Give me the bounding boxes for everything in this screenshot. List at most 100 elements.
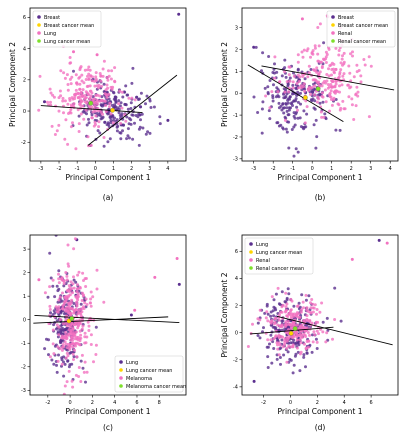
data-point xyxy=(108,105,111,109)
data-point xyxy=(271,94,275,98)
data-point xyxy=(56,359,60,363)
data-point xyxy=(123,102,127,106)
x-tick-label: -3 xyxy=(38,166,43,172)
data-point xyxy=(49,311,52,315)
data-point xyxy=(309,301,312,305)
data-point xyxy=(277,353,281,357)
data-point xyxy=(126,134,130,138)
data-point xyxy=(287,146,291,150)
data-point xyxy=(296,75,299,79)
data-point xyxy=(116,124,120,128)
y-tick-label: 0 xyxy=(235,330,238,336)
legend-marker xyxy=(249,258,253,262)
data-point xyxy=(282,106,286,110)
data-point xyxy=(270,295,274,299)
x-tick-label: 3 xyxy=(148,166,151,172)
data-point xyxy=(300,293,304,297)
y-tick-label: 1 xyxy=(235,69,238,75)
data-point xyxy=(71,121,74,125)
data-point xyxy=(75,355,79,359)
legend-marker xyxy=(249,266,253,270)
data-point xyxy=(79,65,83,69)
data-point xyxy=(284,102,288,105)
data-point xyxy=(269,333,273,337)
data-point xyxy=(67,284,71,288)
data-point xyxy=(51,93,55,97)
data-point xyxy=(284,305,288,309)
axes-frame xyxy=(29,7,187,162)
data-point xyxy=(311,333,314,337)
data-point xyxy=(288,311,292,314)
data-point xyxy=(289,345,293,349)
data-point xyxy=(79,100,83,104)
y-tick-label: 3 xyxy=(23,247,26,253)
data-point xyxy=(76,324,80,328)
data-point xyxy=(152,105,156,109)
data-point xyxy=(71,385,75,389)
data-point xyxy=(74,341,78,345)
data-point xyxy=(77,130,81,133)
data-point xyxy=(316,52,320,56)
data-point xyxy=(271,71,275,74)
data-point xyxy=(63,340,67,344)
data-point xyxy=(289,308,293,312)
data-point xyxy=(305,112,309,116)
data-point xyxy=(85,370,89,374)
data-point xyxy=(107,125,111,128)
data-point xyxy=(78,337,82,341)
data-point xyxy=(118,114,122,117)
data-point xyxy=(341,54,344,58)
data-point xyxy=(310,51,314,55)
data-point xyxy=(319,60,323,64)
data-point xyxy=(69,338,73,342)
data-point xyxy=(296,90,300,94)
data-point xyxy=(270,90,274,94)
data-point xyxy=(69,335,73,339)
data-point xyxy=(111,121,115,125)
data-point xyxy=(318,310,322,314)
data-point xyxy=(337,49,341,52)
data-point xyxy=(322,58,326,62)
data-point xyxy=(72,102,76,106)
data-point xyxy=(350,103,354,107)
data-point xyxy=(291,343,295,347)
data-point xyxy=(100,84,104,88)
principal-line xyxy=(276,315,393,346)
data-point xyxy=(256,317,260,321)
data-point xyxy=(72,247,76,251)
data-point xyxy=(330,103,334,107)
data-point xyxy=(93,109,97,113)
data-point xyxy=(112,91,116,95)
principal-line xyxy=(261,65,395,91)
mean-marker xyxy=(315,86,321,92)
data-point xyxy=(146,130,150,134)
data-point xyxy=(133,121,136,125)
principal-line xyxy=(34,315,180,323)
x-tick-label: -2 xyxy=(45,400,50,406)
data-point xyxy=(84,297,88,301)
data-point xyxy=(300,335,304,339)
data-point xyxy=(112,119,115,122)
data-point xyxy=(49,91,53,95)
data-point xyxy=(76,108,80,112)
data-point xyxy=(63,76,67,80)
data-point xyxy=(94,71,98,75)
panel-caption: (d) xyxy=(315,423,326,432)
data-point xyxy=(80,327,84,331)
data-point xyxy=(105,83,109,87)
data-point xyxy=(62,284,66,288)
data-point xyxy=(321,91,324,95)
data-point xyxy=(252,379,256,383)
data-point xyxy=(71,352,75,356)
data-point xyxy=(275,353,279,357)
legend-marker xyxy=(37,31,41,35)
data-point xyxy=(81,291,84,295)
data-point xyxy=(317,44,321,48)
data-point xyxy=(359,74,363,78)
data-point xyxy=(54,235,58,237)
data-point xyxy=(377,238,381,242)
mean-marker xyxy=(69,316,75,321)
data-point xyxy=(318,22,322,26)
data-point xyxy=(74,373,78,377)
data-point xyxy=(266,319,270,323)
